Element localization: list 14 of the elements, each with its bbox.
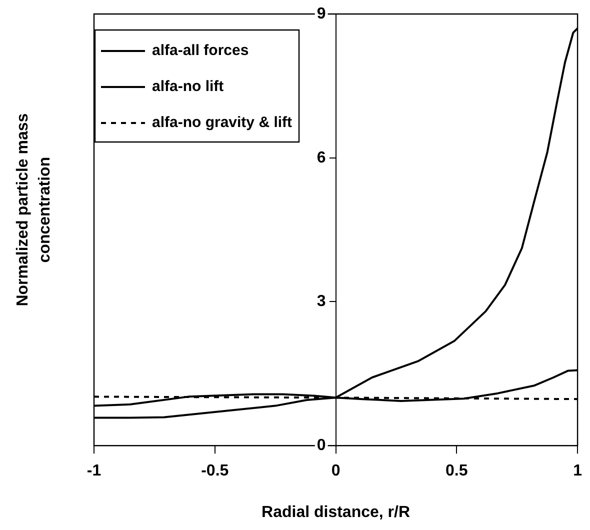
legend-label: alfa-all forces [152, 42, 249, 60]
y-axis-title: Normalized particle mass concentration [14, 113, 54, 306]
x-tick-label: 0.5 [446, 462, 468, 480]
x-tick-label: -1 [86, 462, 102, 480]
x-axis-title: Radial distance, r/R [262, 504, 410, 521]
legend-label: alfa-no lift [152, 78, 224, 96]
x-tick-label: -0.5 [201, 462, 229, 480]
x-tick-label: 1 [573, 462, 582, 480]
y-tick-label: 3 [316, 293, 326, 310]
y-tick-label: 9 [316, 5, 326, 22]
y-tick-label: 0 [316, 437, 326, 454]
legend-label: alfa-no gravity & lift [152, 114, 292, 132]
x-tick-label: 0 [331, 462, 340, 480]
y-tick-label: 6 [316, 149, 326, 166]
